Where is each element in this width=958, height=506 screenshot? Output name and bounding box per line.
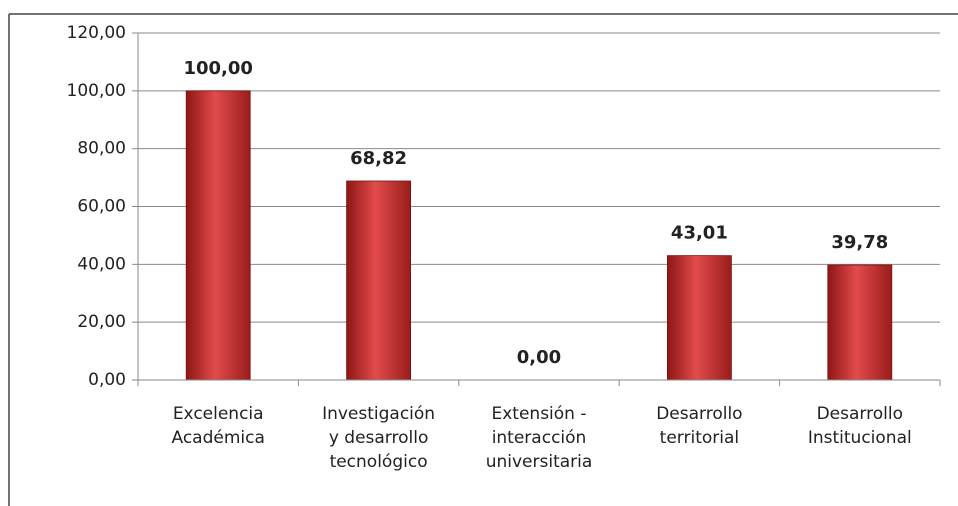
bar [346,180,412,381]
y-tick-label: 40,00 [77,254,126,274]
bar [185,90,251,381]
y-tick-label: 80,00 [77,139,126,159]
value-label: 100,00 [183,58,252,79]
y-tick-label: 0,00 [88,370,126,390]
value-label: 68,82 [350,148,407,169]
y-tick-label: 60,00 [77,197,126,217]
x-tick-label: Excelencia Académica [171,404,264,448]
y-tick-label: 20,00 [77,312,126,332]
bar [827,264,893,381]
value-label: 43,01 [671,223,728,244]
x-tick-label: Investigación y desarrollo tecnológico [322,404,435,472]
title-band [0,0,958,12]
value-label: 0,00 [517,347,561,368]
value-label: 39,78 [831,232,888,253]
bar [667,255,732,381]
x-tick-label: Desarrollo territorial [656,404,742,448]
y-tick-label: 120,00 [67,23,126,43]
x-tick-label: Desarrollo Institucional [808,404,912,448]
y-tick-label: 100,00 [67,81,126,101]
x-tick-label: Extensión -interacción universitaria [486,404,593,472]
